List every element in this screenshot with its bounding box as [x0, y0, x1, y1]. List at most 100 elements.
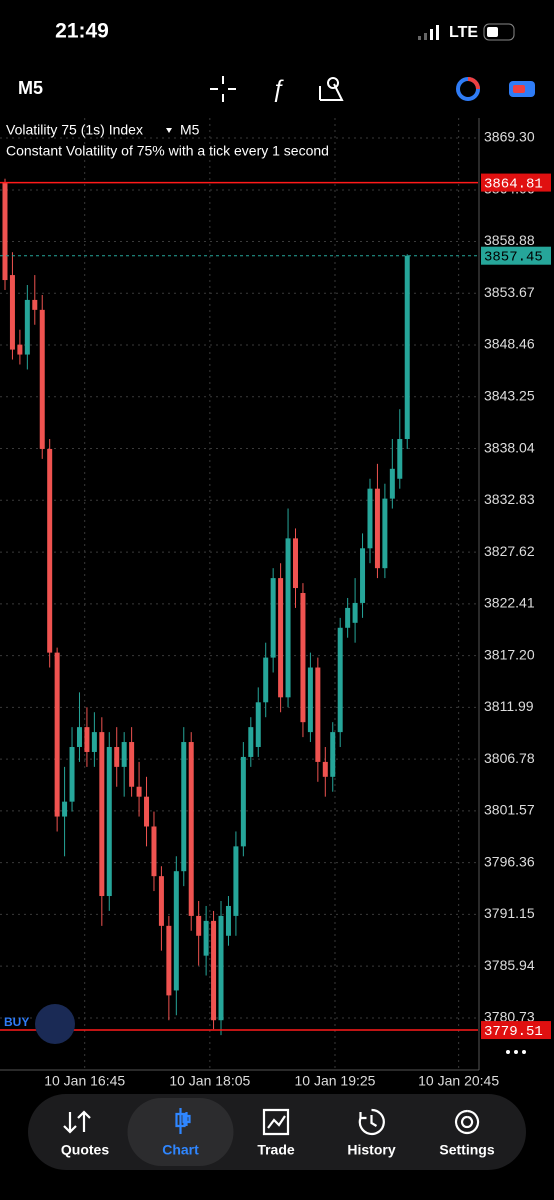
tab-icon[interactable]: [63, 1110, 91, 1134]
more-icon[interactable]: [506, 1050, 526, 1054]
network-label: LTE: [449, 24, 478, 41]
candle-body: [345, 607, 351, 628]
candle-body: [270, 578, 276, 658]
y-tick-label: 3843.25: [484, 387, 535, 403]
candle-body: [404, 255, 410, 440]
candle-body: [330, 732, 336, 777]
candle-body: [69, 747, 75, 802]
candle-body: [240, 756, 246, 847]
x-tick-label: 10 Jan 16:45: [44, 1073, 125, 1089]
price-label-bg: [481, 173, 551, 192]
indicators-icon[interactable]: ƒ: [271, 75, 284, 102]
candle-body: [2, 182, 8, 281]
candle-body: [248, 727, 254, 757]
y-tick-label: 3848.46: [484, 336, 535, 352]
candle-body: [99, 732, 105, 897]
tab-icon[interactable]: [262, 1108, 290, 1136]
x-tick-label: 10 Jan 20:45: [418, 1073, 499, 1089]
candle-body: [151, 826, 157, 877]
y-tick-label: 3853.67: [484, 284, 535, 300]
candle-body: [136, 786, 142, 797]
candle-body: [382, 498, 388, 569]
y-tick-label: 3827.62: [484, 543, 535, 559]
y-tick-label: 3811.99: [484, 698, 534, 714]
candle-body: [389, 468, 395, 499]
candle-body: [32, 299, 38, 310]
chart-subtitle: Constant Volatility of 75% with a tick e…: [6, 143, 329, 159]
y-tick-label: 3785.94: [484, 957, 535, 973]
candle-body: [39, 309, 45, 449]
tab-label[interactable]: Trade: [257, 1142, 295, 1158]
candle-body: [181, 742, 187, 872]
timeframe-button[interactable]: M5: [18, 78, 43, 98]
crosshair-icon[interactable]: [210, 76, 236, 102]
candle-body: [76, 727, 82, 748]
candle-body: [322, 761, 328, 777]
tab-icon[interactable]: [358, 1108, 385, 1136]
candle-body: [121, 742, 127, 767]
candle-body: [158, 876, 164, 926]
candle-body: [307, 667, 313, 733]
y-tick-label: 3780.73: [484, 1009, 535, 1025]
signal-icon: [418, 25, 439, 40]
candle-body: [17, 344, 23, 355]
account-icon[interactable]: [509, 81, 535, 97]
candle-body: [285, 538, 291, 698]
candle-body: [315, 667, 321, 762]
candle-body: [233, 846, 239, 916]
candle-body: [114, 747, 120, 767]
candle-body: [218, 915, 224, 1021]
y-tick-label: 3801.57: [484, 802, 535, 818]
candle-body: [84, 727, 90, 752]
battery-level: [487, 27, 498, 37]
candle-body: [24, 299, 30, 355]
tab-label[interactable]: Quotes: [61, 1142, 109, 1158]
y-tick-label: 3869.30: [484, 129, 535, 145]
y-tick-label: 3817.20: [484, 646, 535, 662]
candle-body: [9, 275, 15, 350]
candle-body: [360, 548, 366, 603]
candle-body: [300, 593, 306, 723]
x-tick-label: 10 Jan 19:25: [294, 1073, 375, 1089]
objects-icon[interactable]: [319, 77, 344, 101]
one-click-trade[interactable]: [35, 1004, 75, 1044]
y-tick-label: 3832.83: [484, 491, 535, 507]
chart-timeframe: M5: [180, 122, 200, 138]
candle-body: [54, 652, 60, 817]
trade-icon[interactable]: [456, 77, 480, 101]
candle-body: [188, 742, 194, 916]
y-tick-label: 3806.78: [484, 750, 535, 766]
status-time: 21:49: [55, 20, 109, 43]
candle-body: [337, 627, 343, 733]
price-label: 3857.45: [484, 249, 543, 265]
y-tick-label: 3791.15: [484, 905, 535, 921]
candle-body: [47, 448, 53, 653]
candle-body: [106, 747, 112, 897]
tab-bar: [28, 1094, 526, 1170]
tab-icon[interactable]: [454, 1109, 480, 1135]
battery-icon: [483, 23, 515, 41]
symbol-dropdown[interactable]: [166, 128, 172, 133]
candle-body: [166, 925, 172, 996]
price-label-bg: [481, 246, 551, 265]
price-label-bg: [481, 1021, 551, 1040]
chart: 3869.303864.063858.883853.673848.463843.…: [0, 118, 551, 1089]
candle-body: [203, 920, 209, 956]
tab-label[interactable]: Chart: [162, 1142, 199, 1158]
candle-body: [91, 732, 97, 752]
candle-body: [367, 488, 373, 549]
chart-title: Volatility 75 (1s) Index: [6, 122, 143, 138]
tab-icon[interactable]: [175, 1108, 191, 1134]
y-tick-label: 3822.41: [484, 595, 535, 611]
tab-label[interactable]: Settings: [439, 1142, 494, 1158]
buy-label[interactable]: BUY: [4, 1015, 29, 1029]
price-label: 3779.51: [484, 1024, 543, 1040]
candle-body: [352, 602, 358, 623]
candle-body: [196, 915, 202, 936]
candle-body: [62, 801, 68, 817]
y-tick-label: 3858.88: [484, 232, 535, 248]
tab-label[interactable]: History: [347, 1142, 395, 1158]
x-tick-label: 10 Jan 18:05: [169, 1073, 250, 1089]
